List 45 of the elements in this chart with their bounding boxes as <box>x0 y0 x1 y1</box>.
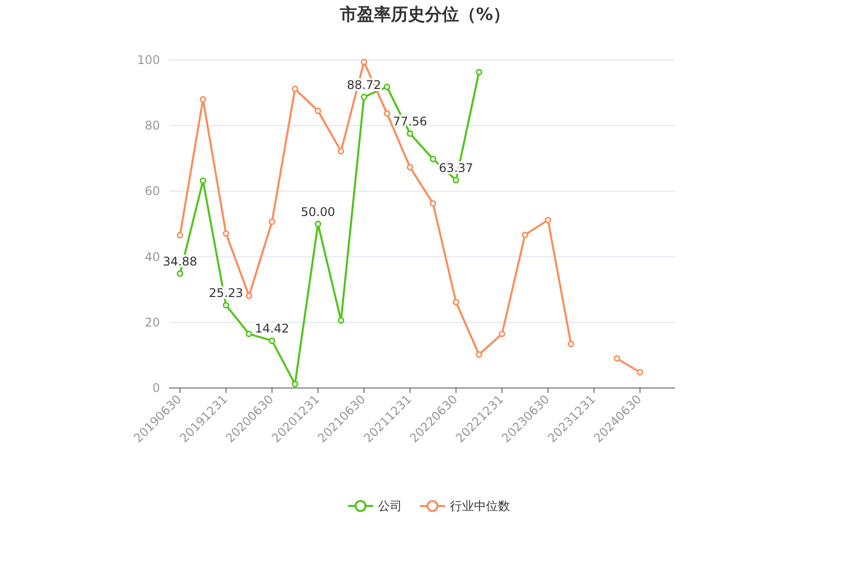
point <box>338 148 344 154</box>
point <box>406 130 414 137</box>
point <box>430 156 436 162</box>
point <box>292 380 298 388</box>
legend-label: 公司 <box>378 499 402 513</box>
data-label: 14.42 <box>254 322 290 336</box>
point <box>544 216 552 224</box>
point <box>522 232 528 238</box>
y-tick-label: 0 <box>152 381 160 395</box>
point <box>222 302 230 308</box>
point <box>452 298 460 306</box>
point <box>498 330 506 338</box>
point <box>176 232 184 238</box>
point <box>176 270 184 277</box>
point <box>614 355 620 362</box>
y-tick-label: 80 <box>144 118 160 133</box>
point <box>246 330 252 338</box>
legend-label: 行业中位数 <box>450 499 510 513</box>
chart-title: 市盈率历史分位（%） <box>338 5 510 25</box>
point <box>360 58 368 66</box>
point <box>200 177 206 184</box>
y-tick-label: 20 <box>144 315 160 330</box>
point <box>476 68 482 76</box>
point <box>384 110 390 117</box>
point <box>636 369 644 376</box>
point <box>222 230 230 237</box>
point <box>268 337 276 344</box>
point <box>338 317 344 324</box>
data-label: 50.00 <box>300 205 336 219</box>
y-tick-label: 60 <box>144 184 160 198</box>
point <box>452 176 460 184</box>
point <box>246 292 252 300</box>
point <box>200 96 206 103</box>
point <box>292 86 298 92</box>
point <box>384 84 390 90</box>
y-tick-label: 100 <box>137 53 160 67</box>
point <box>568 340 574 348</box>
point <box>476 351 482 358</box>
y-tick-label: 40 <box>144 250 160 264</box>
point <box>360 94 368 100</box>
point <box>430 200 436 207</box>
point <box>268 218 276 225</box>
point <box>314 108 322 114</box>
point <box>314 220 322 228</box>
point <box>406 164 414 171</box>
